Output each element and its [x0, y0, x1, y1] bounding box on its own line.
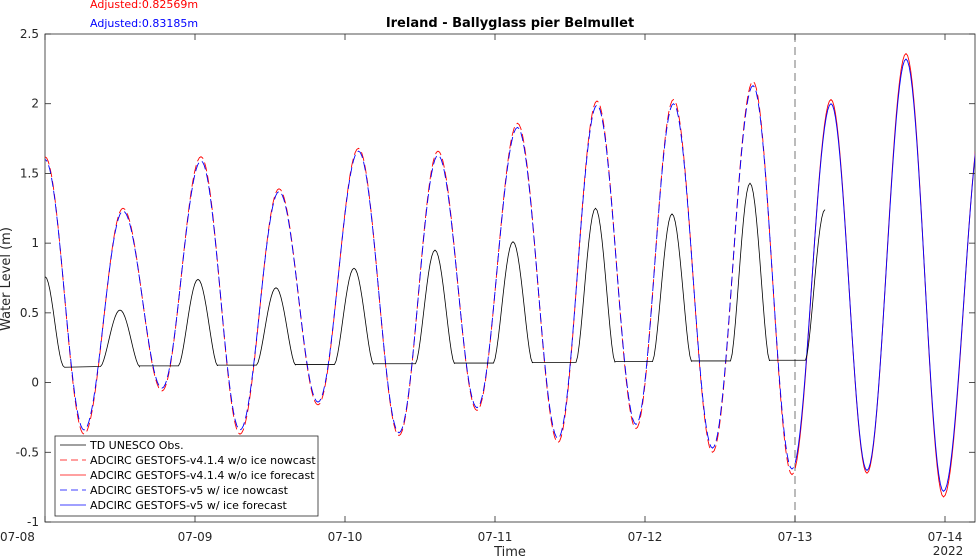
series-v5 — [45, 58, 975, 492]
x-tick-label: 07-09 — [178, 530, 213, 544]
legend-label-v4-forecast: ADCIRC GESTOFS-v4.1.4 w/o ice forecast — [90, 469, 315, 482]
x-tick-label: 07-11 — [478, 530, 513, 544]
legend-label-v4-nowcast: ADCIRC GESTOFS-v4.1.4 w/o ice nowcast — [90, 454, 316, 467]
series-v4 — [45, 52, 975, 498]
series-line-obs — [45, 182, 826, 368]
x-tick-label: 07-08 — [0, 530, 35, 544]
axis-ticks: -1 -0.5 0 0.5 1 1.5 2 2.5 07-08 07-09 07-10 07-11 07… — [0, 27, 975, 544]
y-tick-label: 0 — [31, 376, 39, 390]
series-obs — [45, 182, 826, 368]
adjusted-label-blue: Adjusted:0.83185m — [90, 17, 198, 30]
x-tick-label: 07-12 — [628, 530, 663, 544]
year-label: 2022 — [933, 544, 964, 558]
legend: TD UNESCO Obs. ADCIRC GESTOFS-v4.1.4 w/o… — [54, 435, 319, 517]
adjusted-label-red: Adjusted:0.82569m — [90, 0, 198, 11]
y-tick-label: -0.5 — [16, 445, 39, 459]
legend-entry-v4-forecast: ADCIRC GESTOFS-v4.1.4 w/o ice forecast — [60, 469, 315, 482]
plot-area — [44, 33, 976, 523]
y-tick-label: 0.5 — [20, 306, 39, 320]
x-axis-label: Time — [493, 545, 526, 558]
x-tick-label: 07-10 — [328, 530, 363, 544]
legend-entry-v4-nowcast: ADCIRC GESTOFS-v4.1.4 w/o ice nowcast — [60, 454, 316, 467]
series-line-v5-nowcast — [45, 84, 794, 470]
legend-box — [54, 435, 319, 517]
y-axis-label: Water Level (m) — [0, 227, 14, 331]
legend-label-v5-forecast: ADCIRC GESTOFS-v5 w/ ice forecast — [90, 499, 288, 512]
chart-title: Ireland - Ballyglass pier Belmullet — [386, 16, 634, 31]
series-line-v4-nowcast — [45, 80, 794, 476]
legend-entry-v5-nowcast: ADCIRC GESTOFS-v5 w/ ice nowcast — [60, 484, 289, 497]
y-tick-label: 2 — [31, 97, 39, 111]
x-tick-label: 07-13 — [778, 530, 813, 544]
legend-label-v5-nowcast: ADCIRC GESTOFS-v5 w/ ice nowcast — [90, 484, 289, 497]
legend-label-obs: TD UNESCO Obs. — [89, 439, 184, 452]
legend-entry-obs: TD UNESCO Obs. — [60, 439, 184, 452]
legend-entry-v5-forecast: ADCIRC GESTOFS-v5 w/ ice forecast — [60, 499, 288, 512]
y-tick-label: 1.5 — [20, 166, 39, 180]
series-line-v5-forecast — [794, 58, 975, 492]
x-tick-label: 07-14 — [928, 530, 963, 544]
y-tick-label: 2.5 — [20, 27, 39, 41]
y-tick-label: 1 — [31, 236, 39, 250]
y-tick-label: -1 — [27, 515, 39, 529]
axes-box — [44, 33, 976, 523]
